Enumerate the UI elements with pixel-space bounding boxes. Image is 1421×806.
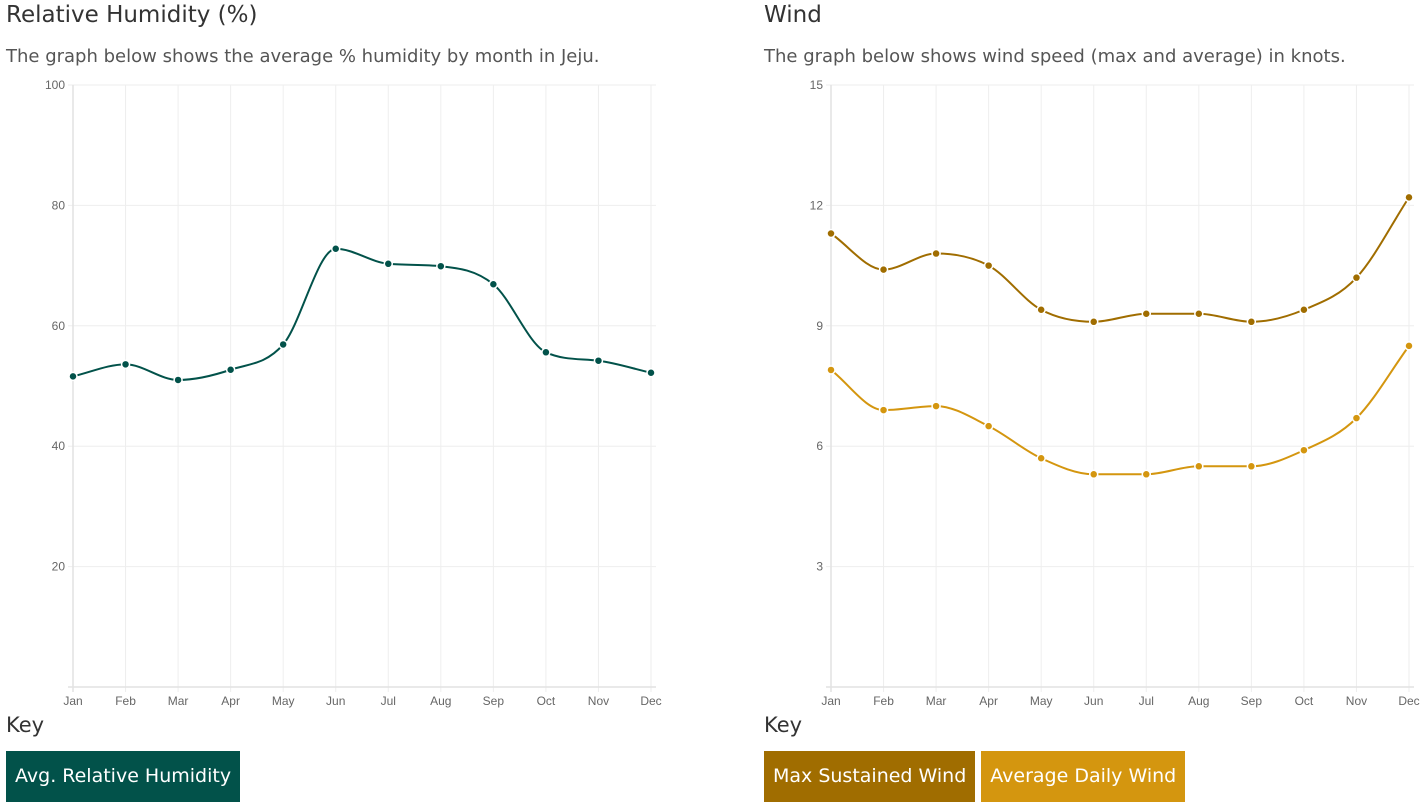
wind-point-average-daily-wind-jun[interactable] [1088, 469, 1099, 480]
wind-point-max-sustained-wind-dec[interactable] [1404, 192, 1414, 203]
humidity-chart: 20 40 60 80 100 Jan Feb Mar Apr May Jun Jul Aug Sep Oc… [45, 78, 662, 708]
humidity-title: Relative Humidity (%) [6, 2, 258, 28]
humidity-point-series-1-sep[interactable] [488, 279, 499, 290]
humidity-x-tick-label-may: May [272, 694, 295, 708]
key-item-max-sustained-wind[interactable]: Max Sustained Wind [764, 751, 976, 802]
wind-point-average-daily-wind-feb[interactable] [878, 405, 889, 415]
humidity-x-tick-label-feb: Feb [115, 694, 136, 708]
humidity-point-series-1-oct[interactable] [541, 347, 551, 358]
humidity-panel: Relative Humidity (%) The graph below sh… [6, 0, 666, 806]
humidity-x-tick-label-aug: Aug [430, 694, 451, 708]
wind-title: Wind [764, 2, 822, 28]
wind-point-max-sustained-wind-oct[interactable] [1299, 304, 1309, 315]
humidity-key: Avg. Relative Humidity [6, 751, 241, 802]
wind-chart: 3 6 9 12 15 Jan Feb Mar Apr May Jun Jul Aug Sep Oct Nov… [810, 78, 1420, 708]
wind-key-title: Key [764, 713, 803, 737]
wind-point-max-sustained-wind-sep[interactable] [1246, 317, 1257, 327]
humidity-y-tick-label: 60 [52, 319, 66, 333]
humidity-x-tick-label-jul: Jul [381, 694, 396, 708]
humidity-x-tick-label-nov: Nov [588, 694, 609, 708]
humidity-x-tick-label-apr: Apr [221, 694, 240, 708]
wind-point-max-sustained-wind-jun[interactable] [1088, 317, 1099, 327]
wind-x-tick-label-oct: Oct [1295, 694, 1314, 708]
wind-point-average-daily-wind-jul[interactable] [1141, 469, 1152, 480]
humidity-x-tick-label-oct: Oct [537, 694, 556, 708]
humidity-x-tick-label-jun: Jun [326, 694, 345, 708]
humidity-key-title: Key [6, 713, 45, 737]
humidity-point-series-1-mar[interactable] [173, 375, 183, 385]
wind-grid [826, 84, 1414, 692]
humidity-y-tick-label: 40 [52, 439, 66, 453]
humidity-x-tick-label-mar: Mar [168, 694, 189, 708]
humidity-point-series-1-nov[interactable] [593, 355, 604, 366]
wind-subtitle: The graph below shows wind speed (max an… [764, 46, 1346, 67]
wind-y-tick-label: 6 [816, 439, 823, 453]
wind-x-tick-label-jul: Jul [1139, 694, 1154, 708]
humidity-point-series-1-may[interactable] [278, 339, 288, 350]
humidity-y-tick-label: 20 [52, 560, 66, 574]
wind-y-tick-label: 12 [810, 198, 824, 212]
wind-point-max-sustained-wind-jan[interactable] [826, 228, 836, 239]
humidity-x-tick-label-sep: Sep [483, 694, 505, 708]
wind-point-max-sustained-wind-mar[interactable] [931, 248, 941, 259]
key-item-average-daily-wind[interactable]: Average Daily Wind [981, 751, 1186, 802]
humidity-subtitle: The graph below shows the average % humi… [6, 46, 600, 67]
humidity-point-series-1-jul[interactable] [383, 259, 394, 269]
wind-x-tick-label-aug: Aug [1188, 694, 1209, 708]
humidity-grid [68, 84, 656, 692]
humidity-point-series-1-jun[interactable] [330, 243, 341, 254]
wind-line-max-sustained-wind [830, 196, 1410, 323]
wind-line-average-daily-wind [830, 345, 1410, 476]
wind-point-average-daily-wind-nov[interactable] [1351, 413, 1362, 423]
wind-point-max-sustained-wind-feb[interactable] [878, 264, 889, 275]
wind-point-max-sustained-wind-jul[interactable] [1141, 309, 1152, 319]
wind-x-tick-label-mar: Mar [926, 694, 947, 708]
humidity-x-tick-label-jan: Jan [63, 694, 82, 708]
humidity-point-series-1-feb[interactable] [120, 359, 131, 370]
wind-x-tick-label-may: May [1030, 694, 1053, 708]
wind-point-max-sustained-wind-aug[interactable] [1194, 309, 1204, 319]
humidity-point-series-1-jan[interactable] [68, 371, 78, 382]
humidity-x-tick-label-dec: Dec [640, 694, 661, 708]
wind-x-tick-label-jan: Jan [821, 694, 840, 708]
wind-y-tick-label: 3 [816, 560, 823, 574]
humidity-line-series-1 [72, 247, 652, 381]
humidity-point-series-1-aug[interactable] [436, 261, 446, 271]
wind-point-max-sustained-wind-apr[interactable] [983, 260, 994, 271]
humidity-y-tick-label: 100 [45, 78, 65, 92]
wind-point-average-daily-wind-may[interactable] [1036, 453, 1046, 463]
wind-point-average-daily-wind-aug[interactable] [1194, 461, 1204, 472]
wind-x-tick-label-sep: Sep [1241, 694, 1263, 708]
wind-x-tick-label-jun: Jun [1084, 694, 1103, 708]
wind-point-max-sustained-wind-nov[interactable] [1351, 272, 1362, 283]
humidity-point-series-1-dec[interactable] [646, 368, 656, 378]
wind-point-average-daily-wind-oct[interactable] [1299, 445, 1309, 455]
wind-point-average-daily-wind-jan[interactable] [826, 365, 836, 375]
wind-point-average-daily-wind-sep[interactable] [1246, 461, 1257, 472]
wind-point-average-daily-wind-dec[interactable] [1404, 341, 1414, 351]
wind-x-tick-label-apr: Apr [979, 694, 998, 708]
wind-x-tick-label-dec: Dec [1398, 694, 1419, 708]
wind-y-tick-label: 15 [810, 78, 824, 92]
wind-panel: Wind The graph below shows wind speed (m… [764, 0, 1421, 806]
wind-point-max-sustained-wind-may[interactable] [1036, 304, 1046, 315]
wind-y-tick-label: 9 [816, 319, 823, 333]
wind-x-tick-label-feb: Feb [873, 694, 894, 708]
humidity-point-series-1-apr[interactable] [225, 364, 236, 375]
wind-key: Max Sustained Wind Average Daily Wind [764, 751, 1186, 802]
wind-x-tick-label-nov: Nov [1346, 694, 1367, 708]
wind-point-average-daily-wind-apr[interactable] [983, 421, 994, 431]
wind-point-average-daily-wind-mar[interactable] [931, 401, 941, 411]
humidity-y-tick-label: 80 [52, 198, 66, 212]
key-item-avg-relative-humidity[interactable]: Avg. Relative Humidity [6, 751, 241, 802]
